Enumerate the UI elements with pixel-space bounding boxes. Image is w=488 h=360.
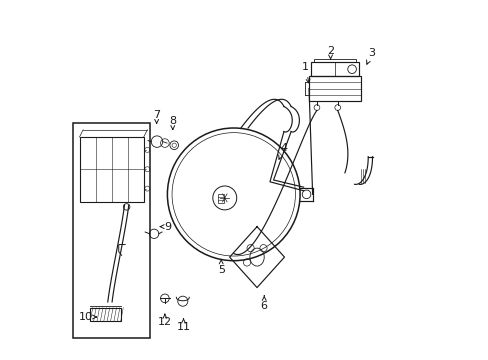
Bar [314,59,355,62]
Text: 9: 9 [160,222,171,231]
Text: 7: 7 [153,111,160,123]
Text: 3: 3 [366,48,374,64]
Bar [308,76,360,101]
Text: 1: 1 [302,62,309,83]
Text: 4: 4 [278,143,287,159]
Text: 12: 12 [158,314,172,327]
Bar [80,137,143,202]
Text: 6: 6 [260,296,267,311]
Text: 2: 2 [326,46,333,59]
Bar [217,194,224,203]
Bar [310,62,359,76]
Text: 8: 8 [169,116,176,130]
Text: 11: 11 [176,319,190,332]
Bar [90,308,121,321]
Text: 10: 10 [79,312,96,322]
Bar [73,123,150,338]
Text: 5: 5 [217,260,224,275]
